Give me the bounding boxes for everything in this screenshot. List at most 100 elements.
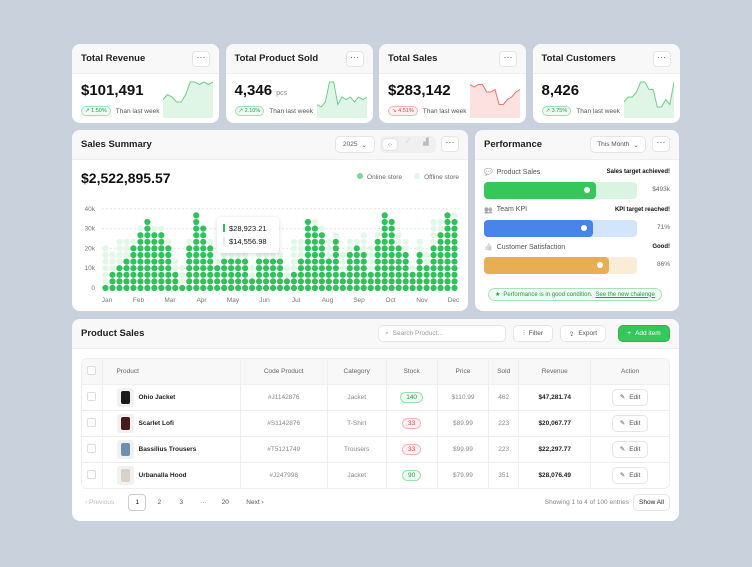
product-sold: 351: [488, 461, 520, 488]
online-dot: [444, 284, 451, 292]
online-dot: [367, 284, 374, 292]
offline-dot: [451, 212, 458, 219]
online-dot: [151, 251, 158, 259]
page-button[interactable]: 2: [157, 499, 162, 506]
pencil-icon: ✎: [619, 472, 626, 480]
online-dot: [200, 278, 207, 285]
bar-view-icon[interactable]: ▟: [423, 139, 429, 146]
offline-dot: [276, 251, 284, 259]
online-dot: [402, 251, 409, 259]
more-options-button[interactable]: ···: [499, 50, 517, 67]
more-options-button[interactable]: ···: [652, 50, 671, 67]
edit-button[interactable]: ✎ Edit: [612, 388, 649, 406]
page-button[interactable]: 3: [179, 499, 184, 506]
row-checkbox[interactable]: [87, 391, 97, 401]
product-price: $99.99: [437, 435, 490, 462]
page-button[interactable]: 1: [128, 494, 147, 511]
row-checkbox[interactable]: [87, 417, 97, 427]
product-category: Jacket: [327, 461, 387, 488]
online-dot: [235, 271, 242, 278]
more-options-button[interactable]: ···: [345, 50, 364, 67]
offline-dot: [221, 251, 228, 259]
online-dot: [276, 258, 284, 265]
row-checkbox[interactable]: [87, 469, 97, 479]
dot-view-icon[interactable]: ⁘: [382, 138, 398, 151]
previous-page-button[interactable]: ‹ Previous: [85, 499, 115, 506]
offline-dot: [430, 232, 437, 239]
sparkline-area: [316, 82, 367, 118]
kpi-note: Than last week: [422, 107, 467, 115]
online-dot: [109, 271, 116, 278]
challenge-link[interactable]: See the new chalenge: [595, 291, 655, 298]
online-dot: [116, 265, 123, 272]
online-dot: [137, 238, 144, 245]
online-dot: [430, 245, 437, 252]
offline-dot: [109, 258, 116, 265]
x-tick-label: Oct: [385, 297, 395, 304]
add-item-button[interactable]: + Add item: [618, 325, 670, 342]
row-checkbox[interactable]: [87, 443, 97, 453]
next-page-button[interactable]: Next ›: [246, 499, 264, 506]
edit-button[interactable]: ✎ Edit: [612, 466, 649, 484]
product-revenue: $47,281.74: [518, 383, 592, 410]
online-dot: [186, 271, 193, 278]
perf-value: 86%: [656, 261, 670, 268]
page-button[interactable]: 20: [221, 499, 229, 506]
column-header: Action: [590, 359, 669, 384]
kpi-note: Than last week: [269, 107, 313, 115]
sparkline-chart: [470, 84, 520, 118]
kpi-card: Total Revenue ··· $101,491 ↗ 1.50% Than la…: [72, 44, 219, 123]
online-dot: [416, 271, 423, 278]
offline-dot: [151, 225, 158, 232]
online-dot: [193, 258, 200, 265]
x-tick-label: May: [227, 297, 240, 304]
online-dot: [388, 278, 395, 285]
online-dot: [262, 265, 270, 272]
export-button[interactable]: ⇪ Export: [560, 325, 606, 342]
more-options-button[interactable]: ···: [652, 136, 670, 152]
offline-dot: [416, 245, 423, 252]
online-dot: [221, 271, 228, 278]
period-select[interactable]: This Month ⌄: [590, 136, 646, 153]
trend-up-icon: ↗: [85, 108, 90, 114]
product-price: $79.99: [437, 461, 490, 488]
search-input[interactable]: ⌕ Search Product...: [378, 325, 506, 342]
online-dot: [388, 251, 395, 259]
more-options-button[interactable]: ···: [441, 136, 459, 152]
perf-progress-bar: [484, 182, 637, 199]
filter-button[interactable]: ⫶ Filter: [513, 325, 553, 342]
online-dot: [374, 271, 381, 278]
online-dot: [423, 265, 430, 272]
online-dot: [248, 278, 256, 285]
online-dot: [374, 278, 381, 285]
select-all-checkbox[interactable]: [87, 365, 97, 375]
online-dot: [437, 258, 444, 265]
online-dot: [130, 265, 137, 272]
line-view-icon[interactable]: ⟋: [405, 138, 411, 145]
more-options-button[interactable]: ···: [192, 50, 210, 67]
online-dot: [437, 232, 444, 239]
offline-dot: [255, 251, 263, 259]
sparkline-line: [623, 81, 674, 108]
page-button[interactable]: ···: [200, 499, 207, 506]
edit-button[interactable]: ✎ Edit: [612, 414, 649, 432]
online-dot: [172, 284, 179, 292]
online-dot: [374, 284, 381, 292]
offline-dot: [241, 251, 249, 259]
show-all-button[interactable]: Show All: [633, 494, 670, 511]
sales-summary-title: Sales Summary: [81, 139, 152, 150]
online-dot: [144, 225, 151, 232]
year-select[interactable]: 2025 ⌄: [335, 136, 375, 153]
online-dot: [228, 284, 235, 292]
stock-badge: 90: [402, 469, 422, 481]
offline-dot: [367, 251, 374, 259]
edit-button[interactable]: ✎ Edit: [612, 440, 649, 458]
online-dot: [193, 278, 200, 285]
online-dot: [235, 278, 242, 285]
online-dot: [444, 218, 451, 226]
online-dot: [381, 238, 388, 245]
online-dot: [353, 245, 360, 252]
offline-dot: [430, 218, 437, 226]
change-badge: ↘ 4.51%: [388, 106, 418, 116]
online-dot: [416, 265, 423, 272]
